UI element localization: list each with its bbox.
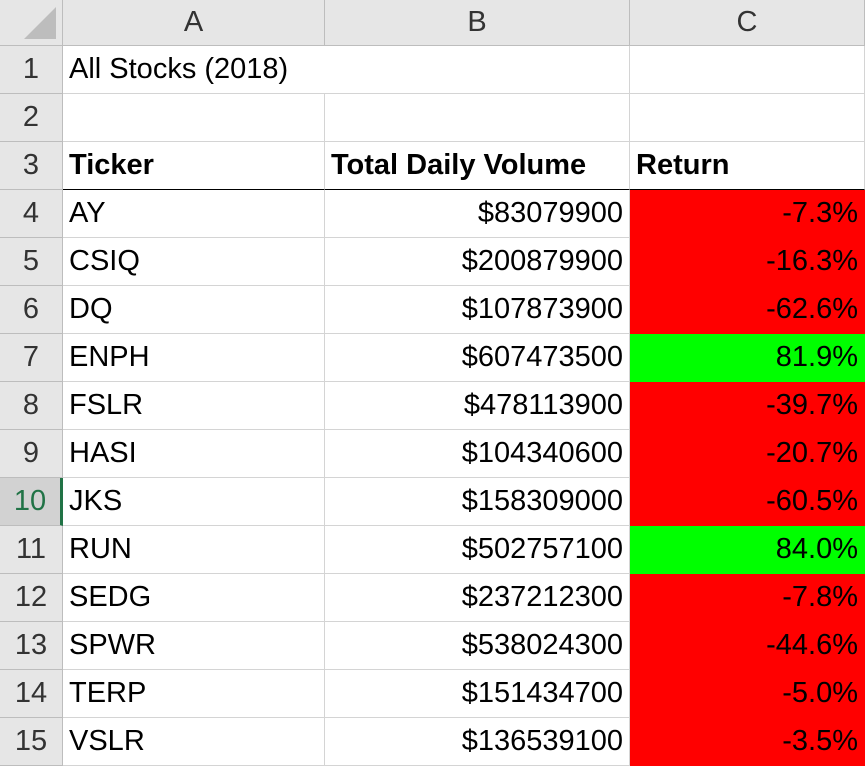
volume-cell[interactable]: $158309000 [325, 478, 630, 526]
row-header-12[interactable]: 12 [0, 574, 63, 622]
row-header-5[interactable]: 5 [0, 238, 63, 286]
volume-cell[interactable]: $237212300 [325, 574, 630, 622]
ticker-cell[interactable]: CSIQ [63, 238, 325, 286]
return-cell[interactable]: -5.0% [630, 670, 865, 718]
volume-cell[interactable]: $151434700 [325, 670, 630, 718]
return-cell[interactable]: -3.5% [630, 718, 865, 766]
ticker-cell[interactable]: HASI [63, 430, 325, 478]
return-cell[interactable]: -62.6% [630, 286, 865, 334]
volume-cell[interactable]: $107873900 [325, 286, 630, 334]
cell-a1-title[interactable]: All Stocks (2018) [63, 46, 325, 94]
return-cell[interactable]: 84.0% [630, 526, 865, 574]
row-header-8[interactable]: 8 [0, 382, 63, 430]
header-total-daily-volume[interactable]: Total Daily Volume [325, 142, 630, 190]
volume-cell[interactable]: $136539100 [325, 718, 630, 766]
ticker-cell[interactable]: AY [63, 190, 325, 238]
header-return[interactable]: Return [630, 142, 865, 190]
row-header-14[interactable]: 14 [0, 670, 63, 718]
cell-a2[interactable] [63, 94, 325, 142]
row-header-7[interactable]: 7 [0, 334, 63, 382]
return-cell[interactable]: -7.3% [630, 190, 865, 238]
return-cell[interactable]: -16.3% [630, 238, 865, 286]
select-all-corner[interactable] [0, 0, 63, 46]
ticker-cell[interactable]: SPWR [63, 622, 325, 670]
return-cell[interactable]: -44.6% [630, 622, 865, 670]
row-header-10[interactable]: 10 [0, 478, 63, 526]
return-cell[interactable]: -39.7% [630, 382, 865, 430]
column-header-a[interactable]: A [63, 0, 325, 46]
return-cell[interactable]: -20.7% [630, 430, 865, 478]
volume-cell[interactable]: $502757100 [325, 526, 630, 574]
cell-b2[interactable] [325, 94, 630, 142]
row-header-6[interactable]: 6 [0, 286, 63, 334]
column-header-c[interactable]: C [630, 0, 865, 46]
ticker-cell[interactable]: TERP [63, 670, 325, 718]
ticker-cell[interactable]: FSLR [63, 382, 325, 430]
row-header-15[interactable]: 15 [0, 718, 63, 766]
row-header-11[interactable]: 11 [0, 526, 63, 574]
ticker-cell[interactable]: RUN [63, 526, 325, 574]
header-ticker[interactable]: Ticker [63, 142, 325, 190]
ticker-cell[interactable]: SEDG [63, 574, 325, 622]
row-header-9[interactable]: 9 [0, 430, 63, 478]
return-cell[interactable]: -60.5% [630, 478, 865, 526]
volume-cell[interactable]: $200879900 [325, 238, 630, 286]
volume-cell[interactable]: $104340600 [325, 430, 630, 478]
column-header-b[interactable]: B [325, 0, 630, 46]
select-all-triangle-icon [24, 7, 56, 39]
ticker-cell[interactable]: VSLR [63, 718, 325, 766]
volume-cell[interactable]: $607473500 [325, 334, 630, 382]
ticker-cell[interactable]: DQ [63, 286, 325, 334]
cell-c2[interactable] [630, 94, 865, 142]
row-header-2[interactable]: 2 [0, 94, 63, 142]
row-header-13[interactable]: 13 [0, 622, 63, 670]
return-cell[interactable]: -7.8% [630, 574, 865, 622]
volume-cell[interactable]: $478113900 [325, 382, 630, 430]
row-header-3[interactable]: 3 [0, 142, 63, 190]
ticker-cell[interactable]: ENPH [63, 334, 325, 382]
row-header-4[interactable]: 4 [0, 190, 63, 238]
cell-b1[interactable] [325, 46, 630, 94]
cell-c1[interactable] [630, 46, 865, 94]
ticker-cell[interactable]: JKS [63, 478, 325, 526]
return-cell[interactable]: 81.9% [630, 334, 865, 382]
volume-cell[interactable]: $538024300 [325, 622, 630, 670]
volume-cell[interactable]: $83079900 [325, 190, 630, 238]
row-header-1[interactable]: 1 [0, 46, 63, 94]
